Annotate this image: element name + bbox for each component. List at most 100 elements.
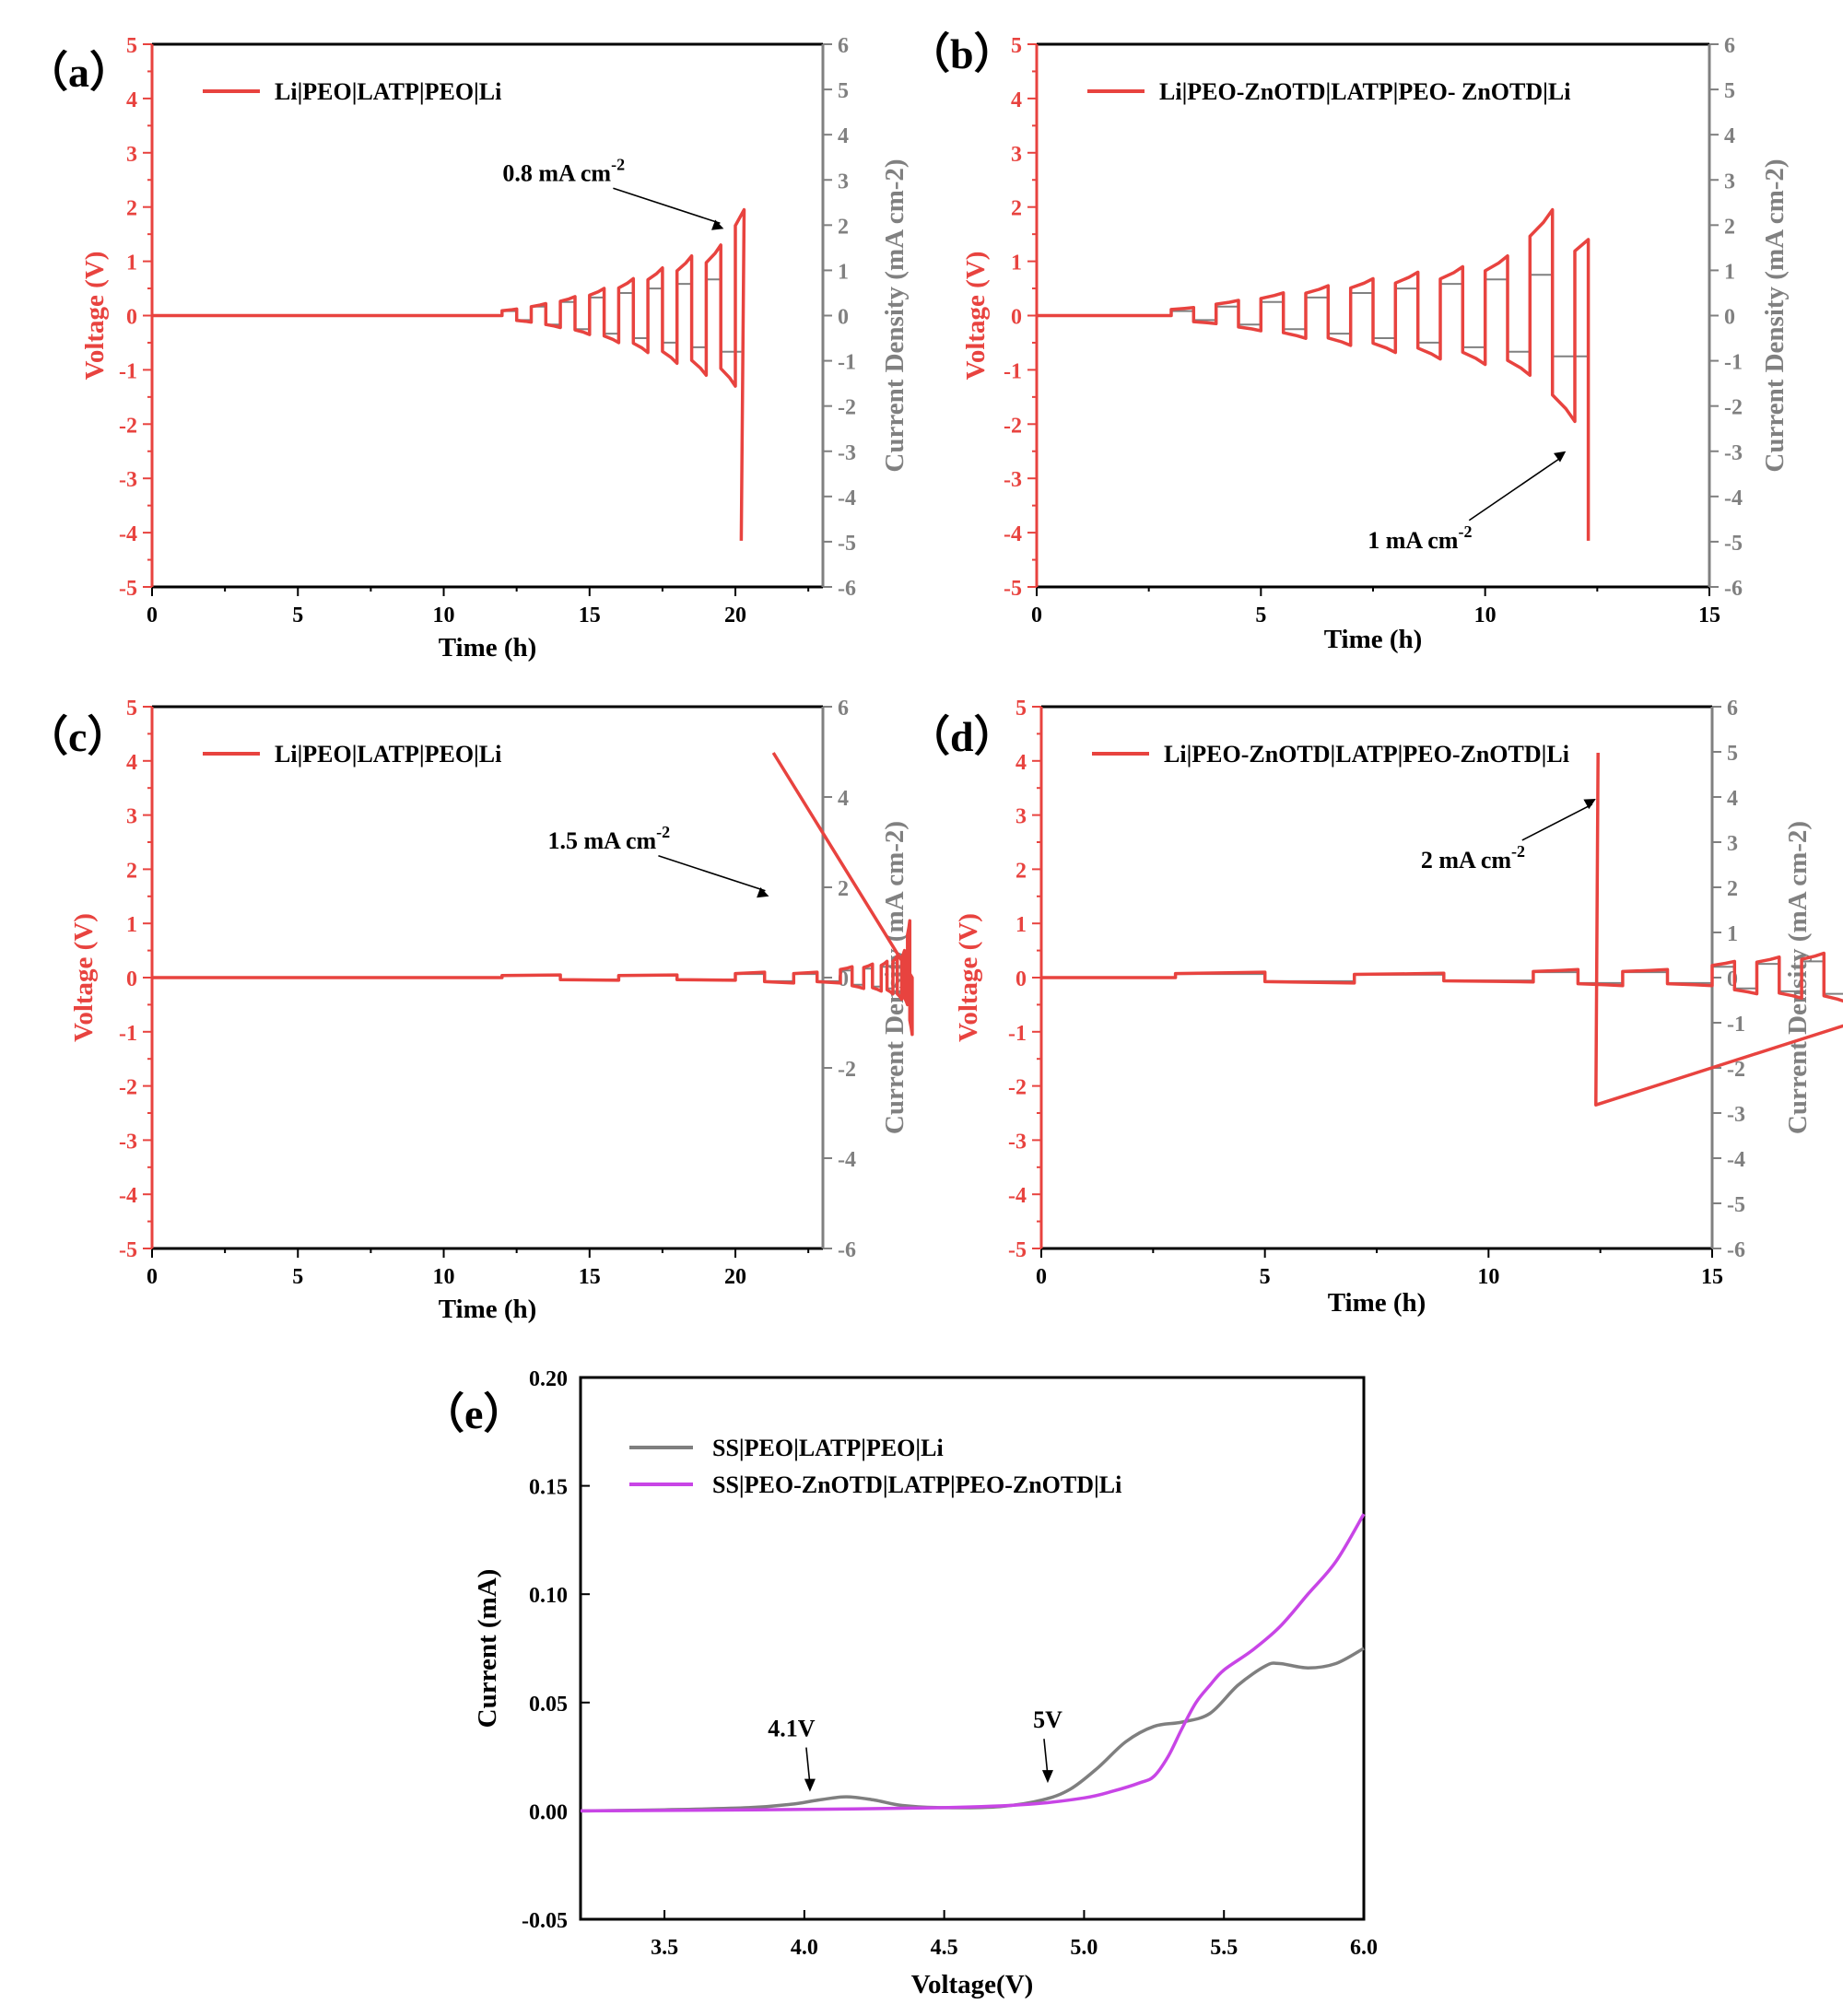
left-y-tick-label: -4 (119, 1184, 137, 1208)
series-line-peo (580, 1647, 1365, 1813)
annotation-arrow (658, 855, 766, 892)
left-y-tick-label: 2 (126, 197, 137, 221)
left-y-tick-label: -3 (1008, 1130, 1027, 1154)
x-axis-label: Time (h) (1328, 1288, 1426, 1318)
series-line-peo-znotd (580, 1513, 1366, 1813)
right-y-tick-label: -5 (838, 532, 856, 556)
left-y-tick-label: -2 (1004, 414, 1022, 438)
right-y-tick-label: 4 (838, 787, 849, 811)
left-y-tick-label: -1 (119, 359, 137, 383)
panel-label: （a） (26, 49, 132, 96)
annotation-label: 1.5 mA cm-2 (547, 823, 670, 854)
right-y-tick-label: 5 (1724, 79, 1735, 103)
left-y-tick-label: -3 (119, 468, 137, 492)
annotation-arrowhead (1554, 451, 1567, 463)
left-y-tick-label: 2 (126, 859, 137, 883)
right-y-tick-label: 2 (838, 877, 849, 901)
right-y-tick-label: 2 (1724, 215, 1735, 239)
annotation-arrowhead (757, 887, 769, 898)
right-y-tick-label: -1 (1727, 1013, 1745, 1037)
x-tick-label: 5 (1260, 1265, 1271, 1289)
annotation-arrowhead (1583, 798, 1596, 810)
annotation-arrow (1468, 456, 1563, 522)
right-y-tick-label: 3 (838, 170, 849, 193)
right-y-tick-label: -6 (1727, 1238, 1745, 1262)
left-y-tick-label: -5 (119, 1238, 137, 1262)
left-y-tick-label: -2 (119, 414, 137, 438)
left-y-tick-label: 1 (126, 913, 137, 937)
x-tick-label: 20 (724, 1265, 746, 1289)
panel-label: （b） (908, 30, 1016, 77)
left-y-tick-label: 5 (1011, 34, 1022, 58)
left-y-tick-label: -2 (1008, 1076, 1027, 1100)
left-y-tick-label: 2 (1011, 197, 1022, 221)
right-y-tick-label: 3 (1724, 170, 1735, 193)
right-y-tick-label: 3 (1727, 832, 1738, 856)
annotation-text: 2 mA cm (1421, 847, 1512, 873)
x-axis-label: Time (h) (439, 633, 537, 662)
right-y-tick-label: 4 (1727, 787, 1738, 811)
legend-label: Li|PEO-ZnOTD|LATP|PEO-ZnOTD|Li (1164, 741, 1569, 768)
annotation-superscript: -2 (1458, 522, 1472, 541)
x-tick-label: 0 (147, 604, 158, 627)
y-tick-label: 0.10 (529, 1584, 568, 1608)
left-y-tick-label: -2 (119, 1076, 137, 1100)
x-tick-label: 5.5 (1210, 1936, 1238, 1960)
legend-label: Li|PEO|LATP|PEO|Li (275, 78, 501, 105)
left-y-tick-label: -5 (1004, 577, 1022, 601)
plot-frame (579, 1376, 1366, 1921)
left-y-tick-label: -1 (1008, 1022, 1027, 1046)
left-y-tick-label: 5 (126, 697, 137, 721)
x-tick-label: 0 (147, 1265, 158, 1289)
y-tick-label: 0.00 (529, 1800, 568, 1824)
right-y-tick-label: -1 (1724, 351, 1743, 375)
right-y-tick-label: 4 (838, 124, 849, 148)
y-tick-label: 0.20 (529, 1367, 568, 1391)
right-y-axis-label: Current Density (mA cm-2) (1760, 158, 1790, 472)
y-tick-label: 0.15 (529, 1476, 568, 1500)
legend-label: SS|PEO-ZnOTD|LATP|PEO-ZnOTD|Li (712, 1471, 1121, 1498)
right-y-axis-label: Current Density (mA cm-2) (1783, 821, 1813, 1134)
left-y-tick-label: 3 (1011, 143, 1022, 167)
x-tick-label: 10 (433, 1265, 455, 1289)
left-y-tick-label: -1 (1004, 359, 1022, 383)
legend-label: SS|PEO|LATP|PEO|Li (712, 1435, 944, 1461)
left-y-tick-label: -3 (1004, 468, 1022, 492)
left-y-tick-label: 1 (1015, 913, 1027, 937)
x-tick-label: 10 (1474, 604, 1497, 627)
x-axis-label: Voltage(V) (911, 1970, 1034, 1999)
right-y-tick-label: 6 (1727, 697, 1738, 721)
x-tick-label: 6.0 (1350, 1936, 1378, 1960)
x-tick-label: 5 (1255, 604, 1266, 627)
left-y-tick-label: 0 (1011, 306, 1022, 330)
y-axis-label: Current (mA) (473, 1569, 502, 1729)
y-tick-label: -0.05 (522, 1909, 568, 1933)
y-tick-label: 0.05 (529, 1693, 568, 1717)
right-y-tick-label: 5 (838, 79, 849, 103)
left-y-tick-label: 1 (1011, 252, 1022, 275)
x-axis-label: Time (h) (1324, 625, 1423, 654)
left-y-tick-label: -1 (119, 1022, 137, 1046)
panel-e: （e） 3.5 4.0 4.5 5.0 5.5 6.0 Voltage(V) -0.05 0.00… (422, 1367, 1378, 1999)
right-y-tick-label: -1 (838, 351, 856, 375)
left-y-tick-label: 4 (126, 751, 137, 775)
right-y-tick-label: -3 (1724, 441, 1743, 465)
voltage-line (152, 207, 746, 541)
left-y-tick-label: 5 (126, 34, 137, 58)
left-y-axis-label: Voltage (V) (69, 913, 99, 1042)
annotation-arrowhead (804, 1778, 816, 1792)
right-y-tick-label: -3 (838, 441, 856, 465)
right-y-tick-label: 4 (1724, 124, 1735, 148)
left-y-tick-label: 3 (126, 805, 137, 829)
x-tick-label: 3.5 (651, 1936, 678, 1960)
x-tick-label: 10 (433, 604, 455, 627)
annotation-label: 5V (1033, 1706, 1062, 1733)
right-y-axis-label: Current Density (mA cm-2) (880, 158, 910, 472)
x-tick-label: 20 (724, 604, 746, 627)
voltage-line (1041, 752, 1843, 1107)
right-y-tick-label: 1 (1727, 922, 1738, 946)
left-y-tick-label: 3 (126, 143, 137, 167)
left-y-tick-label: -5 (119, 577, 137, 601)
x-tick-label: 0 (1036, 1265, 1047, 1289)
